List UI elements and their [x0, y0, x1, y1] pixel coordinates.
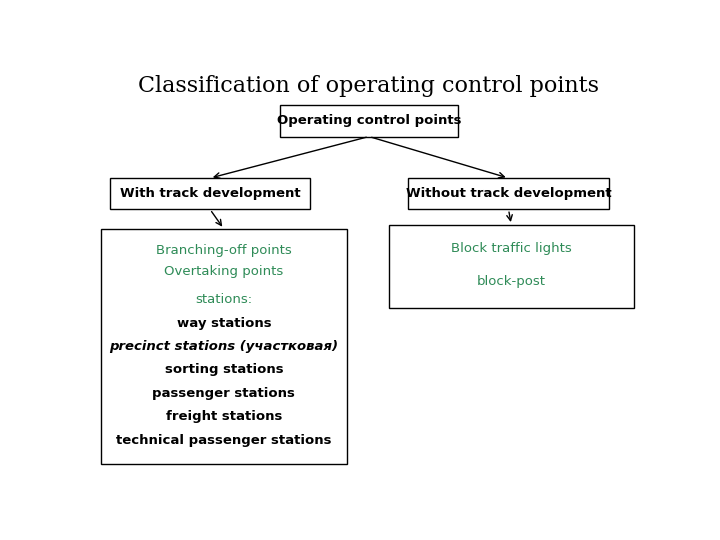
FancyBboxPatch shape — [389, 225, 634, 308]
Text: Block traffic lights: Block traffic lights — [451, 242, 572, 255]
Text: passenger stations: passenger stations — [153, 387, 295, 400]
Text: sorting stations: sorting stations — [165, 363, 283, 376]
Text: With track development: With track development — [120, 187, 300, 200]
Text: Branching-off points: Branching-off points — [156, 244, 292, 256]
Text: Overtaking points: Overtaking points — [164, 265, 284, 278]
Text: freight stations: freight stations — [166, 410, 282, 423]
FancyBboxPatch shape — [279, 105, 458, 137]
Text: technical passenger stations: technical passenger stations — [116, 434, 332, 447]
Text: block-post: block-post — [477, 275, 546, 288]
FancyBboxPatch shape — [109, 178, 310, 210]
FancyBboxPatch shape — [101, 229, 347, 464]
Text: stations:: stations: — [195, 293, 253, 306]
Text: Classification of operating control points: Classification of operating control poin… — [138, 75, 600, 97]
Text: way stations: way stations — [176, 316, 271, 329]
Text: Operating control points: Operating control points — [276, 114, 462, 127]
Text: precinct stations (участковая): precinct stations (участковая) — [109, 340, 338, 353]
Text: Without track development: Without track development — [405, 187, 611, 200]
FancyBboxPatch shape — [408, 178, 609, 210]
